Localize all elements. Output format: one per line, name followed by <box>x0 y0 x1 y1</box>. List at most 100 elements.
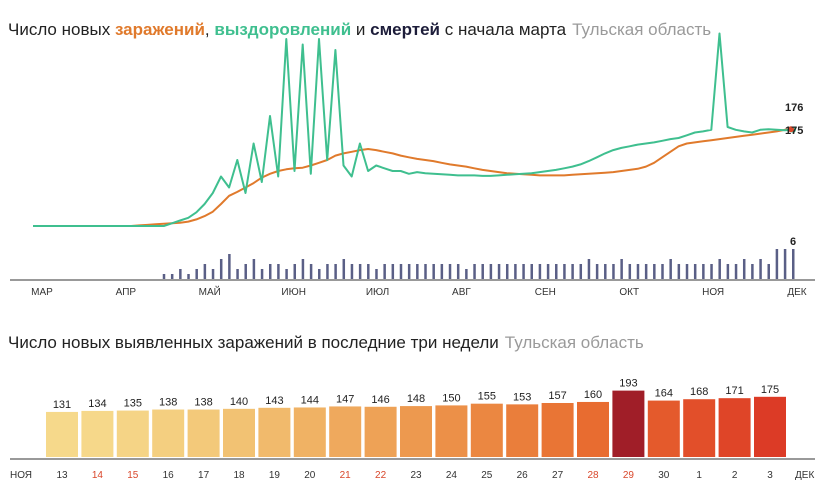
month-label: ИЮЛ <box>366 287 389 298</box>
bar <box>187 409 220 457</box>
bar-value-label: 168 <box>690 386 708 398</box>
death-bar <box>489 264 493 279</box>
death-bar <box>252 259 256 279</box>
death-bar <box>399 264 403 279</box>
death-bar <box>636 264 640 279</box>
bar <box>364 406 397 457</box>
bar-value-label: 146 <box>371 394 389 406</box>
bar-value-label: 147 <box>336 393 354 405</box>
bar-value-label: 138 <box>194 397 212 409</box>
death-bar <box>326 264 329 279</box>
death-bar <box>546 264 550 279</box>
death-bar <box>244 264 247 279</box>
month-label: ИЮН <box>281 287 306 298</box>
bar <box>754 396 786 457</box>
death-bar <box>726 264 730 279</box>
death-bar <box>203 264 207 279</box>
bar-value-label: 143 <box>265 395 283 407</box>
death-bar <box>620 259 623 279</box>
death-bar <box>759 259 762 279</box>
death-bar <box>473 264 476 279</box>
death-bar <box>751 264 754 279</box>
death-bar <box>391 264 395 279</box>
bar <box>577 401 609 457</box>
death-bar <box>195 269 198 279</box>
death-bar <box>653 264 656 279</box>
death-bar <box>783 249 787 279</box>
death-bar <box>407 264 411 279</box>
day-label: 18 <box>233 470 245 481</box>
day-label: 2 <box>732 470 738 481</box>
death-bar <box>497 264 501 279</box>
bar-value-label: 135 <box>124 398 142 410</box>
death-bar <box>612 264 615 279</box>
death-bar <box>301 259 305 279</box>
end-label-deaths: 6 <box>790 236 796 248</box>
month-label: ДЕК <box>787 287 806 298</box>
bar <box>400 406 432 457</box>
bar-value-label: 150 <box>442 392 460 404</box>
death-bar <box>604 264 607 279</box>
chart-title-main: Число новых заражений, выздоровлений и с… <box>8 20 711 40</box>
death-bar <box>416 264 419 279</box>
bar-value-label: 138 <box>159 397 177 409</box>
death-bar <box>571 264 574 279</box>
day-label: 14 <box>92 470 104 481</box>
death-bar <box>211 269 215 279</box>
death-bar <box>563 264 566 279</box>
day-label: 27 <box>552 470 564 481</box>
bar <box>541 402 574 457</box>
death-bar <box>367 264 370 279</box>
day-label: 17 <box>198 470 210 481</box>
death-bar <box>236 269 239 279</box>
death-bar <box>170 274 174 279</box>
death-bar <box>530 264 533 279</box>
bar-value-label: 157 <box>548 390 566 402</box>
death-bar <box>538 264 542 279</box>
death-bar <box>285 269 288 279</box>
month-label: ОКТ <box>619 287 639 298</box>
day-label: 26 <box>517 470 529 481</box>
death-bar <box>268 264 272 279</box>
title-suffix: с начала марта <box>440 20 567 39</box>
bar <box>293 407 326 457</box>
death-bar <box>505 264 509 279</box>
month-label-left: НОЯ <box>10 470 32 481</box>
death-bar <box>187 274 190 279</box>
death-bar <box>792 249 795 279</box>
death-bar <box>481 264 484 279</box>
day-label: 19 <box>269 470 281 481</box>
bar-value-label: 134 <box>88 398 106 410</box>
bar <box>116 410 149 457</box>
death-bar <box>293 264 297 279</box>
death-bar <box>260 269 264 279</box>
death-bar <box>456 264 460 279</box>
bar <box>718 398 751 457</box>
bar-value-label: 153 <box>513 391 531 403</box>
bars-title-region: Тульская область <box>504 333 644 352</box>
death-bar <box>579 264 583 279</box>
bars-title-text: Число новых выявленных заражений в после… <box>8 333 499 352</box>
death-bar <box>440 264 444 279</box>
bar-value-label: 175 <box>761 384 779 396</box>
death-bar <box>718 259 721 279</box>
death-bar <box>228 254 231 279</box>
bar <box>329 406 362 457</box>
day-label: 20 <box>304 470 316 481</box>
bar-value-label: 171 <box>725 385 743 397</box>
bar <box>258 407 291 457</box>
bar <box>506 404 539 457</box>
death-bar <box>514 264 517 279</box>
death-bar <box>702 264 705 279</box>
death-bar <box>644 264 648 279</box>
bar-value-label: 193 <box>619 378 637 390</box>
death-bar <box>742 259 746 279</box>
month-label-right: ДЕК <box>795 470 814 481</box>
bar-value-label: 144 <box>301 394 319 406</box>
bar <box>683 399 716 457</box>
day-label: 22 <box>375 470 387 481</box>
month-label: МАЙ <box>199 285 221 298</box>
death-bar <box>318 269 321 279</box>
bar <box>612 390 645 457</box>
